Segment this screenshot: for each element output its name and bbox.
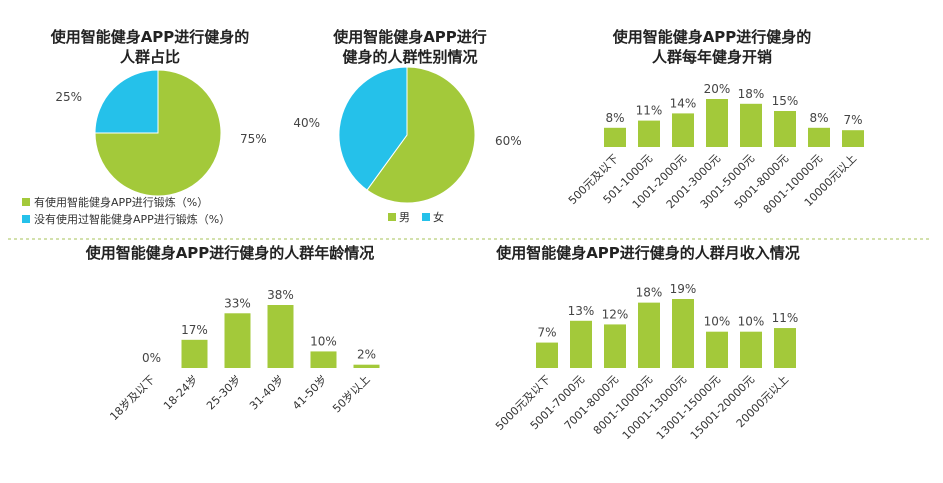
gender-slice-0	[366, 66, 476, 204]
app-usage-slice-label-1: 25%	[55, 90, 82, 104]
monthly-income-bar-0	[536, 342, 558, 368]
monthly-income-bar-6	[740, 331, 762, 368]
age-tick-label-2: 25-30岁	[203, 372, 243, 412]
gender-title: 健身的人群性别情况	[342, 48, 477, 66]
monthly-income-bar-3	[638, 302, 660, 368]
annual-spend-bar-6	[808, 127, 830, 147]
gender-legend-swatch-0	[388, 213, 396, 221]
age-value-label-1: 17%	[181, 323, 208, 337]
annual-spend-title: 人群每年健身开销	[652, 48, 772, 66]
age-value-label-5: 2%	[357, 348, 376, 362]
app-usage-legend-swatch-0	[22, 198, 30, 206]
age-tick-label-1: 18-24岁	[160, 372, 200, 412]
annual-spend-bar-5	[774, 111, 796, 147]
monthly-income-bar-7	[774, 328, 796, 368]
age-bar-5	[353, 364, 380, 368]
monthly-income-value-label-0: 7%	[537, 326, 556, 340]
monthly-income-value-label-7: 11%	[772, 311, 799, 325]
age-title: 使用智能健身APP进行健身的人群年龄情况	[85, 244, 375, 262]
age-tick-label-4: 41-50岁	[289, 372, 329, 412]
annual-spend-value-label-2: 14%	[670, 96, 697, 110]
annual-spend-bar-7	[842, 130, 864, 147]
annual-spend-bar-2	[672, 113, 694, 147]
app-usage-title: 使用智能健身APP进行健身的	[50, 28, 250, 46]
annual-spend-value-label-0: 8%	[605, 111, 624, 125]
monthly-income-value-label-1: 13%	[568, 304, 595, 318]
annual-spend-value-label-6: 8%	[809, 111, 828, 125]
age-bar-3	[267, 305, 294, 368]
annual-spend-bar-3	[706, 99, 728, 147]
age-value-label-3: 38%	[267, 288, 294, 302]
gender-slice-label-0: 60%	[495, 134, 522, 148]
annual-spend-value-label-7: 7%	[843, 113, 862, 127]
gender-slice-1	[338, 66, 408, 191]
app-usage-slice-1	[94, 69, 159, 134]
age-tick-label-0: 18岁及以下	[107, 372, 158, 423]
age-value-label-2: 33%	[224, 296, 251, 310]
app-usage-title: 人群占比	[120, 48, 180, 66]
monthly-income-bar-5	[706, 331, 728, 368]
annual-spend-value-label-5: 15%	[772, 94, 799, 108]
annual-spend-value-label-1: 11%	[636, 104, 663, 118]
annual-spend-value-label-4: 18%	[738, 87, 765, 101]
app-usage-legend-swatch-1	[22, 215, 30, 223]
gender-legend-label-1: 女	[433, 210, 444, 224]
monthly-income-bar-2	[604, 324, 626, 368]
annual-spend-title: 使用智能健身APP进行健身的	[612, 28, 812, 46]
monthly-income-tick-label-3: 8001-10000元	[591, 373, 655, 437]
age-value-label-0: 0%	[142, 351, 161, 365]
age-bar-2	[224, 313, 251, 368]
age-bar-4	[310, 351, 337, 368]
monthly-income-value-label-2: 12%	[602, 307, 629, 321]
age-tick-label-3: 31-40岁	[246, 372, 286, 412]
age-bar-1	[181, 339, 208, 368]
monthly-income-bar-1	[570, 320, 592, 368]
monthly-income-value-label-4: 19%	[670, 282, 697, 296]
monthly-income-value-label-3: 18%	[636, 286, 663, 300]
age-tick-label-5: 50岁以上	[329, 372, 372, 415]
gender-title: 使用智能健身APP进行	[332, 28, 487, 46]
age-value-label-4: 10%	[310, 334, 337, 348]
monthly-income-value-label-5: 10%	[704, 315, 731, 329]
app-usage-legend-label-0: 有使用智能健身APP进行锻炼（%）	[34, 195, 208, 209]
monthly-income-bar-4	[672, 299, 694, 368]
annual-spend-tick-label-6: 8001-10000元	[761, 152, 825, 216]
monthly-income-value-label-6: 10%	[738, 315, 765, 329]
gender-legend-label-0: 男	[399, 211, 410, 224]
app-usage-slice-label-0: 75%	[240, 132, 267, 146]
annual-spend-bar-0	[604, 127, 626, 147]
gender-legend-swatch-1	[422, 213, 430, 221]
app-usage-legend-label-1: 没有使用过智能健身APP进行锻炼（%）	[34, 212, 230, 226]
gender-slice-label-1: 40%	[293, 116, 320, 130]
annual-spend-bar-4	[740, 103, 762, 147]
annual-spend-value-label-3: 20%	[704, 82, 731, 96]
monthly-income-title: 使用智能健身APP进行健身的人群月收入情况	[495, 244, 800, 262]
annual-spend-bar-1	[638, 120, 660, 147]
